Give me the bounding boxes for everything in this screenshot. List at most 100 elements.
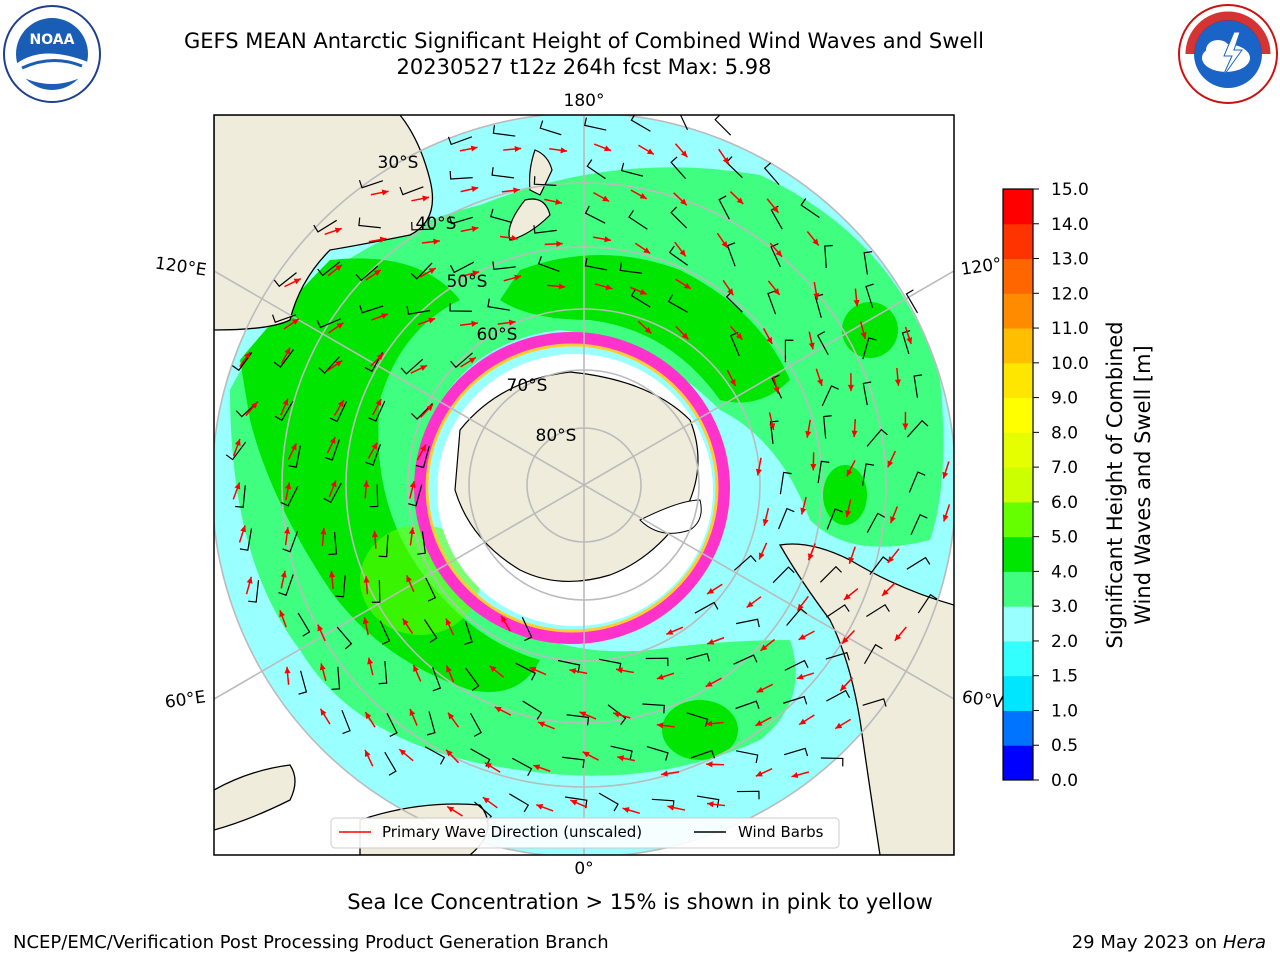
wave-arrow-head: [942, 514, 949, 522]
wind-barb: [825, 651, 850, 661]
wave-arrow-head: [766, 337, 773, 345]
wave-arrow-head: [705, 720, 713, 727]
wave-arrow-head: [603, 145, 611, 152]
lon-label-120w: 120°: [960, 254, 1003, 280]
wave-arrow-head: [558, 283, 566, 290]
wave-arrow-head: [536, 804, 544, 810]
colorbar-bin: [1003, 362, 1033, 399]
wave-arrow-head: [240, 525, 247, 533]
wave-arrow-head: [848, 556, 855, 564]
wave-arrow-head: [362, 617, 369, 625]
wave-arrow-head: [810, 464, 817, 471]
colorbar-tick-label: 14.0: [1051, 215, 1089, 235]
colorbar-tick-label: 8.0: [1051, 423, 1078, 443]
wave-arrow-head: [791, 772, 799, 779]
wave-arrow-head: [279, 610, 285, 618]
wave-arrow-head: [582, 751, 590, 758]
wind-barb: [736, 790, 760, 800]
colorbar-bin: [1003, 675, 1033, 711]
wave-arrow-head: [501, 615, 507, 623]
wave-arrow-head: [773, 386, 780, 394]
wind-barb: [917, 593, 938, 614]
wave-arrow-head: [371, 530, 379, 538]
wind-barb: [328, 531, 338, 556]
wind-barb: [862, 337, 877, 360]
wind-barb: [358, 179, 384, 189]
wind-barb: [584, 205, 606, 224]
wave-arrow-head: [330, 480, 337, 488]
wind-barb: [408, 484, 423, 507]
wave-arrow-head: [808, 342, 815, 350]
wind-barb: [784, 659, 809, 671]
wave-arrow-head: [336, 322, 344, 329]
wind-barb: [784, 339, 794, 363]
wave-arrow-head: [860, 332, 867, 339]
wave-arrow-head: [602, 195, 610, 202]
wave-arrow-head: [494, 706, 502, 713]
colorbar-bin: [1003, 745, 1033, 781]
footer-machine: Hera: [1222, 932, 1266, 953]
wind-barb: [769, 420, 779, 444]
wind-barb: [417, 531, 426, 555]
wind-barb: [557, 659, 581, 673]
wave-arrow-head: [707, 638, 715, 645]
wave-arrow-head: [381, 189, 389, 196]
lon-label-60e: 60°E: [164, 687, 207, 712]
wave-arrow-head: [644, 326, 652, 334]
wind-barb: [679, 115, 689, 130]
lat-label-30s: 30°S: [378, 153, 419, 173]
wave-arrow-head: [246, 576, 253, 584]
wave-arrow-head: [805, 430, 812, 438]
noaa-logo: NOAA: [2, 4, 102, 104]
wind-barb: [645, 657, 669, 667]
wave-arrow-head: [775, 250, 783, 257]
wind-barb: [770, 243, 781, 268]
wind-barb: [863, 251, 873, 275]
wind-barb: [235, 485, 246, 508]
wind-barb: [297, 612, 311, 637]
wave-arrow-head: [319, 663, 326, 671]
wave-arrow-head: [337, 400, 344, 408]
wave-arrow-head: [797, 603, 804, 611]
wave-arrow-head: [511, 235, 518, 242]
colorbar-tick-label: 10.0: [1051, 354, 1089, 374]
wave-arrow-head: [284, 666, 291, 674]
wind-barb: [492, 125, 516, 137]
wind-barb: [670, 156, 687, 180]
lat-label-50s: 50°S: [447, 272, 488, 292]
wave-field-4to5m-north: [500, 255, 790, 403]
wind-barb: [248, 580, 260, 603]
wind-barb: [667, 294, 689, 313]
wave-arrow-head: [835, 722, 843, 729]
wave-arrow-head: [906, 337, 913, 345]
wave-arrow-head: [755, 770, 763, 777]
wind-barb: [280, 485, 299, 507]
lon-label-180: 180°: [564, 91, 605, 111]
wave-arrow-head: [887, 460, 894, 468]
colorbar-label-line2: Wind Waves and Swell [m]: [1131, 345, 1155, 625]
wave-arrow-head: [813, 292, 820, 300]
wave-arrow-head: [529, 667, 537, 673]
wave-arrow-head: [769, 423, 776, 430]
wind-barb: [470, 712, 482, 737]
wind-barb: [378, 534, 389, 558]
wave-arrow-head: [365, 711, 372, 719]
colorbar: [1003, 189, 1033, 781]
colorbar-bin: [1003, 223, 1033, 260]
colorbar-bin: [1003, 432, 1033, 468]
wave-arrow-head: [446, 749, 453, 757]
wave-arrow-head: [882, 589, 889, 596]
wind-barb: [410, 402, 433, 420]
wave-arrow-head: [399, 749, 407, 756]
wave-arrow-head: [707, 801, 714, 808]
legend-wave-label: Primary Wave Direction (unscaled): [382, 823, 642, 841]
wave-arrow-head: [375, 399, 382, 407]
wave-arrow-head: [817, 378, 823, 386]
wave-arrow-head: [729, 378, 736, 386]
wave-arrow-head: [569, 668, 577, 675]
wind-barb: [424, 746, 446, 765]
wave-arrow-head: [367, 657, 374, 665]
wave-arrow-head: [448, 712, 455, 720]
wave-arrow-head: [845, 510, 852, 518]
legend-barb-label: Wind Barbs: [738, 823, 824, 841]
